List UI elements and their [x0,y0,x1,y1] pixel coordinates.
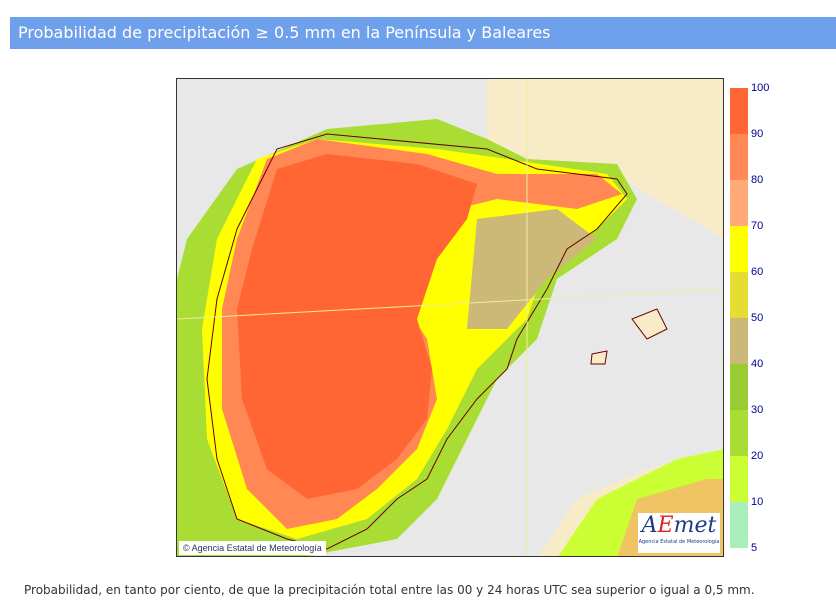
legend-swatch [730,410,748,456]
legend-swatch [730,134,748,180]
legend-tick: 70 [751,220,764,232]
map-graphic [177,79,723,556]
mallorca [631,308,668,340]
iberia-coast [206,133,628,550]
legend-tick: 40 [751,358,764,370]
legend-tick: 60 [751,266,764,278]
legend-swatch [730,180,748,226]
menorca [590,350,608,365]
legend-tick: 100 [751,82,770,94]
legend-tick: 10 [751,496,764,508]
legend-tick: 30 [751,404,764,416]
legend-swatch [730,272,748,318]
legend-tick: 50 [751,312,764,324]
legend-swatch [730,456,748,502]
aemet-logo: AEmet Agencia Estatal de Meteorología [638,513,720,553]
legend-tick: 5 [751,542,758,554]
page-title: Probabilidad de precipitación ≥ 0.5 mm e… [10,17,836,49]
prob-tan [467,209,597,329]
legend-tick: 80 [751,174,764,186]
precipitation-map: © Agencia Estatal de Meteorología AEmet … [176,78,724,557]
france-land [487,79,723,238]
map-caption: Probabilidad, en tanto por ciento, de qu… [24,583,755,597]
legend-swatch [730,226,748,272]
color-legend [730,88,748,548]
legend-tick: 90 [751,128,764,140]
legend-swatch [730,364,748,410]
legend-tick: 20 [751,450,764,462]
legend-swatch [730,88,748,134]
legend-swatch [730,502,748,548]
prob-red [237,154,477,499]
copyright-label: © Agencia Estatal de Meteorología [179,541,326,555]
legend-swatch [730,318,748,364]
